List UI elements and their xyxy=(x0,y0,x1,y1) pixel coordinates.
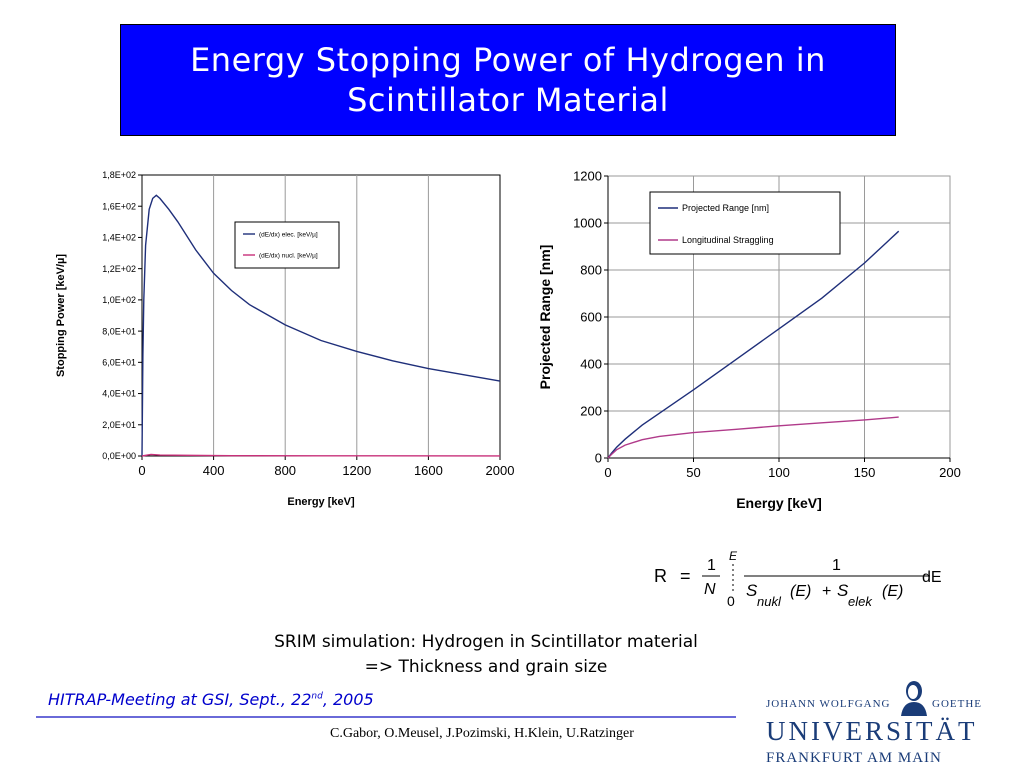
formula-S2: S xyxy=(837,581,849,600)
legend-label-1: Projected Range [nm] xyxy=(682,203,769,213)
formula-one-b: 1 xyxy=(832,557,841,574)
y-tick-label: 6,0E+01 xyxy=(102,357,136,367)
x-tick-label: 800 xyxy=(274,463,296,478)
x-tick-label: 1200 xyxy=(342,463,371,478)
y-tick-label: 1000 xyxy=(573,216,602,231)
x-axis-label: Energy [keV] xyxy=(287,496,355,508)
university-logo: JOHANN WOLFGANG GOETHE UNIVERSITÄT FRANK… xyxy=(766,680,982,770)
university-name-last: GOETHE xyxy=(932,698,982,710)
footer-divider xyxy=(36,716,736,718)
y-tick-label: 4,0E+01 xyxy=(102,389,136,399)
formula-lower-limit: 0 xyxy=(727,593,735,609)
y-tick-label: 1,4E+02 xyxy=(102,233,136,243)
formula-sub2: elek xyxy=(848,594,873,609)
plot-area xyxy=(141,174,501,457)
meeting-label-sup: nd xyxy=(311,691,323,702)
x-tick-label: 200 xyxy=(939,465,961,480)
x-tick-label: 2000 xyxy=(486,463,515,478)
y-tick-label: 1,2E+02 xyxy=(102,264,136,274)
x-tick-label: 0 xyxy=(138,463,145,478)
series-line-1 xyxy=(607,230,900,459)
formula-E1: (E) xyxy=(790,583,811,600)
caption-line2: => Thickness and grain size xyxy=(364,657,608,677)
y-tick-label: 8,0E+01 xyxy=(102,326,136,336)
formula-E2: (E) xyxy=(882,583,903,600)
y-tick-label: 800 xyxy=(580,263,602,278)
x-tick-label: 400 xyxy=(203,463,225,478)
meeting-label-main: HITRAP-Meeting at GSI, Sept., 22 xyxy=(48,690,312,709)
y-tick-label: 1,8E+02 xyxy=(102,170,136,180)
formula-lhs: R xyxy=(654,566,667,586)
x-tick-label: 150 xyxy=(854,465,876,480)
slide-title-line1: Energy Stopping Power of Hydrogen in xyxy=(190,41,826,79)
formula-N: N xyxy=(704,581,716,598)
projected-range-chart: 0 50 100 150 200 0 200 400 600 800 1000 1200 Energy … xyxy=(537,169,961,511)
y-tick-label: 2,0E+01 xyxy=(102,420,136,430)
y-tick-label: 400 xyxy=(580,357,602,372)
university-city: FRANKFURT AM MAIN xyxy=(766,750,942,766)
goethe-portrait-icon xyxy=(901,681,927,716)
y-tick-label: 0,0E+00 xyxy=(102,451,136,461)
authors: C.Gabor, O.Meusel, J.Pozimski, H.Klein, … xyxy=(330,726,634,741)
slide-title-line2: Scintillator Material xyxy=(347,81,669,119)
formula-dE: dE xyxy=(922,569,942,586)
y-tick-label: 1,0E+02 xyxy=(102,295,136,305)
series-line-2 xyxy=(141,453,501,457)
legend-label-2: (dE/dx) nucl. [keV/µ] xyxy=(259,252,318,259)
formula-upper-limit: E xyxy=(729,549,738,563)
formula-sub1: nukl xyxy=(757,594,782,609)
meeting-label: HITRAP-Meeting at GSI, Sept., 22nd, 2005 xyxy=(48,690,374,709)
stopping-power-chart: 0 400 800 1200 1600 2000 0,0E+00 2,0E+01 4,0E+01… xyxy=(55,170,515,508)
range-formula: R = 1 N E 0 1 S nukl (E) + S elek (E) dE xyxy=(654,549,942,609)
legend-box xyxy=(649,191,841,255)
y-tick-label: 200 xyxy=(580,404,602,419)
legend-label-1: (dE/dx) elec. [keV/µ] xyxy=(259,231,318,238)
x-axis-label: Energy [keV] xyxy=(736,495,822,511)
formula-one-a: 1 xyxy=(707,557,716,574)
legend-label-2: Longitudinal Straggling xyxy=(682,235,774,245)
y-axis-label: Stopping Power [keV/µ] xyxy=(55,254,67,377)
x-tick-label: 0 xyxy=(604,465,611,480)
y-tick-label: 600 xyxy=(580,310,602,325)
university-name-first: JOHANN WOLFGANG xyxy=(766,698,891,710)
x-tick-label: 1600 xyxy=(414,463,443,478)
y-axis-label: Projected Range [nm] xyxy=(537,245,553,390)
legend-box xyxy=(234,221,340,269)
series-line-1 xyxy=(141,194,501,457)
x-tick-label: 50 xyxy=(686,465,700,480)
y-tick-label: 0 xyxy=(595,451,602,466)
meeting-label-year: , 2005 xyxy=(322,690,374,709)
y-tick-label: 1,6E+02 xyxy=(102,201,136,211)
caption-line1: SRIM simulation: Hydrogen in Scintillato… xyxy=(274,632,698,652)
y-tick-label: 1200 xyxy=(573,169,602,184)
series-line-2 xyxy=(607,416,899,459)
formula-plus: + xyxy=(822,583,831,600)
university-word: UNIVERSITÄT xyxy=(766,716,978,746)
formula-eq: = xyxy=(680,566,691,586)
slide-title-box: Energy Stopping Power of Hydrogen in Sci… xyxy=(120,24,896,136)
x-tick-label: 100 xyxy=(768,465,790,480)
formula-S1: S xyxy=(746,581,758,600)
